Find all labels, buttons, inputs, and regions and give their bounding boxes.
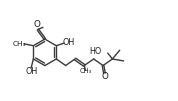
Text: OH: OH — [25, 67, 37, 76]
Text: O: O — [101, 72, 108, 81]
Text: CH₃: CH₃ — [80, 68, 92, 74]
Text: OH: OH — [62, 38, 75, 47]
Text: CH₃: CH₃ — [12, 41, 26, 47]
Text: O: O — [34, 20, 41, 29]
Text: HO: HO — [90, 47, 102, 56]
